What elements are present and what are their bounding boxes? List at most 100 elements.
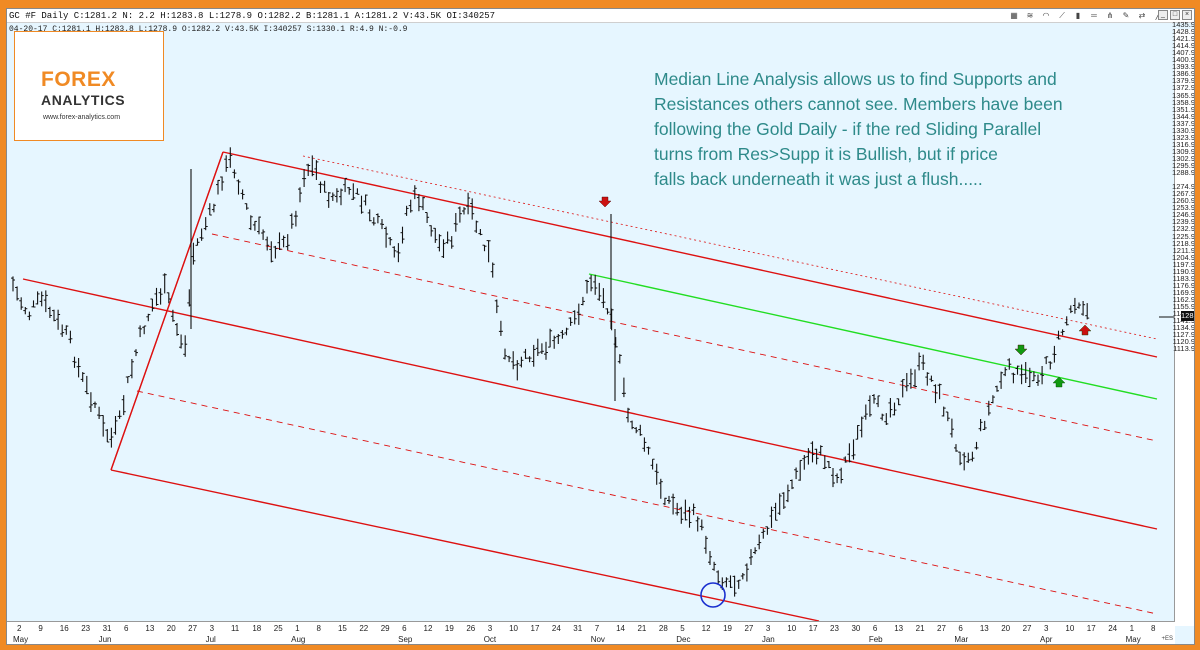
price-tick-label: 1428.9 (1172, 27, 1195, 37)
logo-website: www.forex-analytics.com (43, 114, 121, 121)
price-tick-label: 1113.9 (1173, 344, 1195, 354)
month-label: Feb (868, 635, 883, 644)
red-up-arrow-marker (1078, 324, 1092, 336)
date-tick-label: 27 (188, 624, 198, 633)
price-chart[interactable] (7, 9, 1175, 621)
date-tick-label: 23 (830, 624, 839, 633)
date-tick-label: 20 (1001, 624, 1011, 633)
date-tick-label: 16 (59, 624, 69, 633)
month-label: Jun (98, 635, 112, 644)
chart-window: GC #F Daily C:1281.2 N: 2.2 H:1283.8 L:1… (6, 8, 1195, 645)
down-arrow-marker (598, 196, 612, 208)
price-tick-label: 1421.9 (1172, 34, 1195, 44)
price-tick-label: 1190.9 (1172, 266, 1195, 276)
month-label: Mar (954, 635, 969, 644)
date-tick-label: 6 (123, 624, 129, 633)
price-tick-label: 1386.9 (1172, 69, 1195, 79)
fork-upper-warning-line (211, 233, 1158, 442)
date-tick-label: 1 (1129, 624, 1135, 633)
price-tick-label: 1351.9 (1172, 104, 1195, 114)
price-tick-label: 1316.9 (1172, 139, 1195, 149)
date-tick-label: 31 (573, 624, 583, 633)
date-tick-label: 6 (872, 624, 878, 633)
price-tick-label: 1435.9 (1172, 20, 1195, 29)
marker-icon[interactable]: ▮ (1075, 11, 1081, 20)
date-tick-label: 19 (723, 624, 732, 633)
date-tick-label: 6 (958, 624, 963, 633)
price-tick-label: 1155.9 (1172, 302, 1195, 311)
price-tick-label: 1204.9 (1172, 252, 1195, 262)
close-icon[interactable]: × (1182, 10, 1192, 20)
logo-forex-text: FOREX (41, 68, 116, 91)
annotation-line: falls back underneath it was just a flus… (654, 169, 983, 189)
date-tick-label: 17 (808, 624, 818, 633)
date-tick-label: 8 (316, 624, 321, 633)
date-tick-label: 28 (658, 624, 668, 633)
date-tick-label: 12 (423, 624, 433, 633)
date-tick-label: 29 (380, 624, 390, 633)
price-tick-label: 1407.9 (1172, 48, 1195, 58)
time-axis[interactable]: +ES 2 9 16 23 31 6 13 20 27 3 11 18 25 1 8 15 22 29 6 12 19 2… (7, 621, 1175, 644)
date-tick-label: 21 (915, 624, 925, 633)
price-tick-label: 1260.9 (1172, 196, 1195, 206)
date-tick-label: 10 (787, 624, 797, 633)
chart-icon[interactable]: ▦ (1010, 11, 1018, 20)
price-tick-label: 1344.9 (1172, 111, 1195, 121)
month-label: Dec (676, 635, 691, 644)
fork-median-line (22, 278, 1158, 530)
date-tick-label: 21 (637, 624, 647, 633)
price-tick-label: 1169.9 (1172, 287, 1195, 297)
fork-outer-dotted-line (302, 155, 1158, 340)
price-tick-label: 1358.9 (1172, 97, 1195, 107)
bar-info-line: 04-20-17 C:1281.1 H:1283.8 L:1278.9 O:12… (9, 25, 408, 34)
date-tick-label: 13 (894, 624, 904, 633)
price-tick-label: 1225.9 (1172, 231, 1195, 241)
price-tick-label: 1232.9 (1172, 224, 1195, 234)
date-tick-label: 24 (551, 624, 561, 633)
price-tick-label: 1295.9 (1172, 161, 1195, 170)
trendline-icon[interactable]: ╱ (1152, 10, 1164, 21)
fan-icon[interactable]: ⟋ (1059, 10, 1065, 20)
price-tick-label: 1176.9 (1172, 280, 1195, 290)
date-tick-label: 18 (252, 624, 262, 633)
date-tick-label: 7 (594, 624, 600, 633)
date-tick-label: 27 (744, 624, 754, 633)
wave-icon[interactable]: ≋ (1026, 11, 1034, 20)
arrows-icon[interactable]: ⇄ (1138, 11, 1146, 20)
up-arrow-marker (1052, 376, 1066, 388)
price-tick-label: 1414.9 (1172, 41, 1195, 51)
date-tick-label: 2 (17, 624, 22, 633)
minimize-icon[interactable]: _ (1158, 10, 1168, 20)
date-tick-label: 1 (295, 624, 300, 633)
window-controls: _ □ × (1158, 10, 1192, 20)
date-tick-label: 12 (701, 624, 711, 633)
date-tick-label: 14 (616, 624, 625, 633)
ruler-icon[interactable]: ═ (1091, 11, 1097, 20)
sliding-parallel-line (588, 273, 1158, 400)
date-tick-label: 9 (38, 624, 43, 633)
pitchfork-icon[interactable]: ⋔ (1106, 11, 1114, 20)
date-tick-label: 13 (145, 624, 155, 633)
maximize-icon[interactable]: □ (1170, 10, 1180, 20)
month-label: May (13, 635, 29, 644)
date-tick-label: 3 (1044, 624, 1049, 633)
price-tick-label: 1211.9 (1172, 245, 1195, 255)
date-tick-label: 17 (1086, 624, 1096, 633)
date-tick-label: 13 (979, 624, 989, 633)
date-tick-label: 20 (166, 624, 176, 633)
price-tick-label: 1218.9 (1172, 238, 1195, 248)
date-tick-label: 17 (530, 624, 540, 633)
time-axis-suffix: +ES (1161, 636, 1173, 642)
analysis-annotation: Median Line Analysis allows us to find S… (654, 67, 1124, 192)
arc-icon[interactable]: ◠ (1042, 11, 1050, 20)
green-down-arrow-marker (1014, 344, 1028, 356)
price-tick-label: 1302.9 (1172, 153, 1195, 163)
price-axis[interactable]: 1435.9 1428.9 1421.9 1414.9 1407.9 1400.9 1393… (1172, 20, 1195, 626)
date-tick-label: 31 (102, 624, 112, 633)
date-tick-label: 30 (851, 624, 861, 633)
date-tick-label: 10 (509, 624, 519, 633)
date-tick-label: 3 (487, 624, 493, 633)
fork-lower-warning-line (136, 390, 1158, 615)
date-tick-label: 19 (444, 624, 454, 633)
pencil-icon[interactable]: ✎ (1122, 11, 1130, 20)
